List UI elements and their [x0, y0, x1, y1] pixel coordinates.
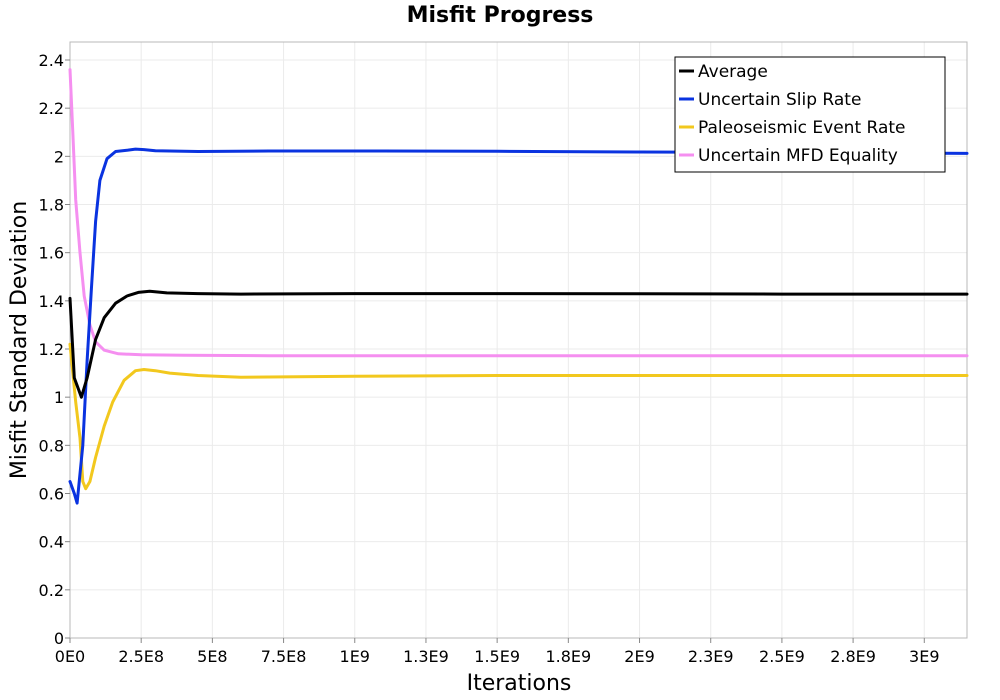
series-line-average — [68, 289, 969, 399]
x-tick-label: 3E9 — [909, 647, 939, 666]
y-tick-label: 2.4 — [39, 51, 64, 70]
chart-title: Misfit Progress — [407, 3, 594, 28]
series-line-uncertain-slip-rate — [68, 147, 969, 505]
x-tick-label: 0E0 — [55, 647, 85, 666]
x-axis-ticks: 0E0 2.5E8 5E8 7.5E8 1E9 1.3E9 1.5E9 1.8E9 2E9 2.3… — [55, 638, 940, 666]
x-tick-label: 2.5E9 — [759, 647, 805, 666]
y-axis-ticks: 0 0.2 0.4 0.6 0.8 1 1.2 1.4 1.6 1.8 2 2.2 2.4 — [39, 51, 70, 648]
y-tick-label: 0.2 — [39, 581, 64, 600]
y-tick-label: 0.4 — [39, 533, 64, 552]
y-tick-label: 0.8 — [39, 436, 64, 455]
y-tick-label: 0 — [54, 629, 64, 648]
legend: Average Uncertain Slip Rate Paleoseismic E… — [674, 56, 946, 173]
x-axis-label: Iterations — [467, 671, 572, 696]
plot-area — [69, 41, 968, 639]
y-tick-label: 0.6 — [39, 485, 64, 504]
x-tick-label: 2.3E9 — [688, 647, 734, 666]
legend-label: Uncertain MFD Equality — [698, 146, 898, 166]
x-tick-label: 2E9 — [624, 647, 654, 666]
x-tick-label: 2.5E8 — [118, 647, 164, 666]
y-tick-label: 2 — [54, 147, 64, 166]
y-tick-label: 1.2 — [39, 340, 64, 359]
series-line-paleoseismic-event-rate — [68, 342, 969, 491]
y-axis-label: Misfit Standard Deviation — [7, 201, 32, 479]
series-lines — [68, 68, 969, 505]
x-tick-label: 1E9 — [340, 647, 370, 666]
x-tick-label: 5E8 — [197, 647, 227, 666]
legend-label: Paleoseismic Event Rate — [698, 118, 906, 138]
x-tick-label: 1.8E9 — [545, 647, 591, 666]
x-tick-label: 1.3E9 — [403, 647, 449, 666]
legend-label: Uncertain Slip Rate — [698, 90, 861, 110]
y-tick-label: 2.2 — [39, 99, 64, 118]
y-tick-label: 1 — [54, 388, 64, 407]
legend-box — [674, 56, 946, 173]
y-tick-label: 1.8 — [39, 196, 64, 215]
x-tick-label: 2.8E9 — [830, 647, 876, 666]
x-tick-label: 7.5E8 — [261, 647, 307, 666]
legend-label: Average — [698, 62, 768, 82]
y-tick-label: 1.4 — [39, 292, 64, 311]
x-tick-label: 1.5E9 — [474, 647, 520, 666]
y-tick-label: 1.6 — [39, 244, 64, 263]
series-line-uncertain-mfd-equality — [68, 68, 969, 358]
